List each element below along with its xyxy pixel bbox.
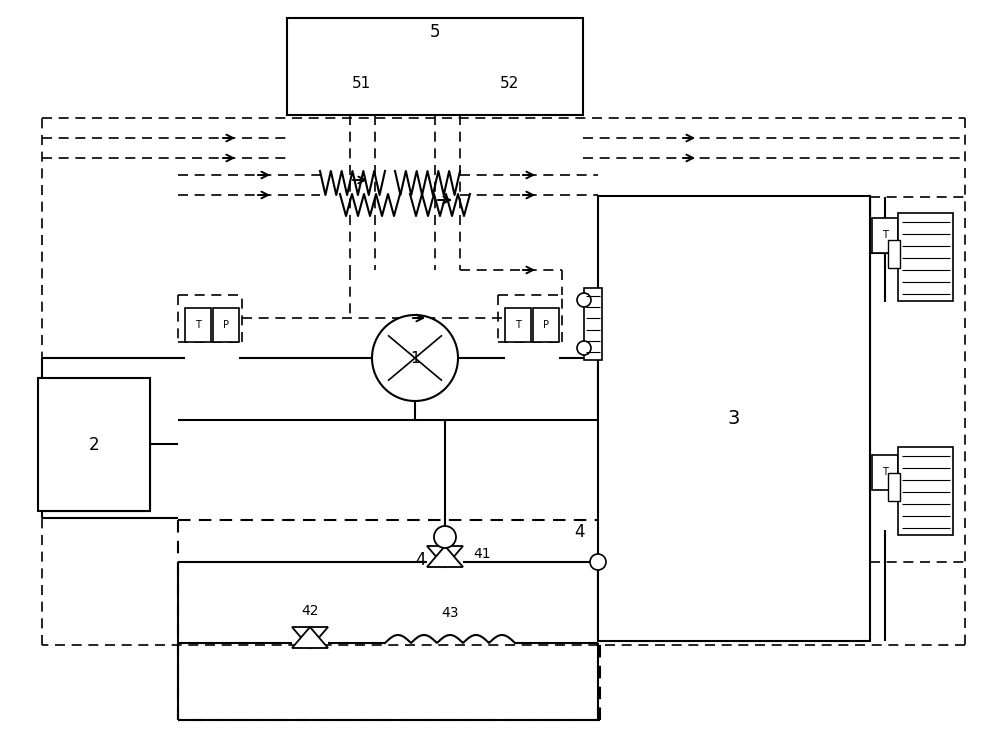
Bar: [888, 240, 900, 268]
Text: 2: 2: [89, 435, 99, 454]
Bar: [584, 288, 602, 360]
Text: 41: 41: [473, 547, 491, 561]
Bar: [287, 18, 583, 115]
Bar: [872, 455, 898, 490]
Bar: [598, 196, 870, 641]
Text: T: T: [195, 320, 201, 330]
Text: 4: 4: [415, 551, 426, 569]
Bar: [213, 308, 239, 342]
Text: P: P: [223, 320, 229, 330]
Bar: [888, 473, 900, 501]
Text: 3: 3: [728, 409, 740, 428]
Circle shape: [372, 315, 458, 401]
Text: 43: 43: [441, 606, 459, 620]
Polygon shape: [427, 546, 463, 567]
Text: 52: 52: [499, 75, 519, 91]
Bar: [185, 308, 211, 342]
Text: 1: 1: [410, 350, 420, 365]
Text: P: P: [543, 320, 549, 330]
Text: 4: 4: [574, 523, 585, 541]
Bar: [505, 308, 531, 342]
Polygon shape: [427, 546, 463, 567]
Text: T: T: [882, 467, 888, 477]
Text: 51: 51: [351, 75, 371, 91]
Circle shape: [577, 293, 591, 307]
Text: 42: 42: [301, 604, 319, 618]
Bar: [533, 308, 559, 342]
Bar: [38, 378, 150, 511]
Text: T: T: [882, 230, 888, 240]
Circle shape: [434, 526, 456, 548]
Bar: [898, 213, 953, 301]
Polygon shape: [292, 627, 328, 648]
Text: T: T: [515, 320, 521, 330]
Circle shape: [577, 341, 591, 355]
Circle shape: [590, 554, 606, 570]
Bar: [898, 447, 953, 535]
Polygon shape: [292, 627, 328, 648]
Text: 5: 5: [430, 23, 440, 41]
Bar: [872, 218, 898, 253]
